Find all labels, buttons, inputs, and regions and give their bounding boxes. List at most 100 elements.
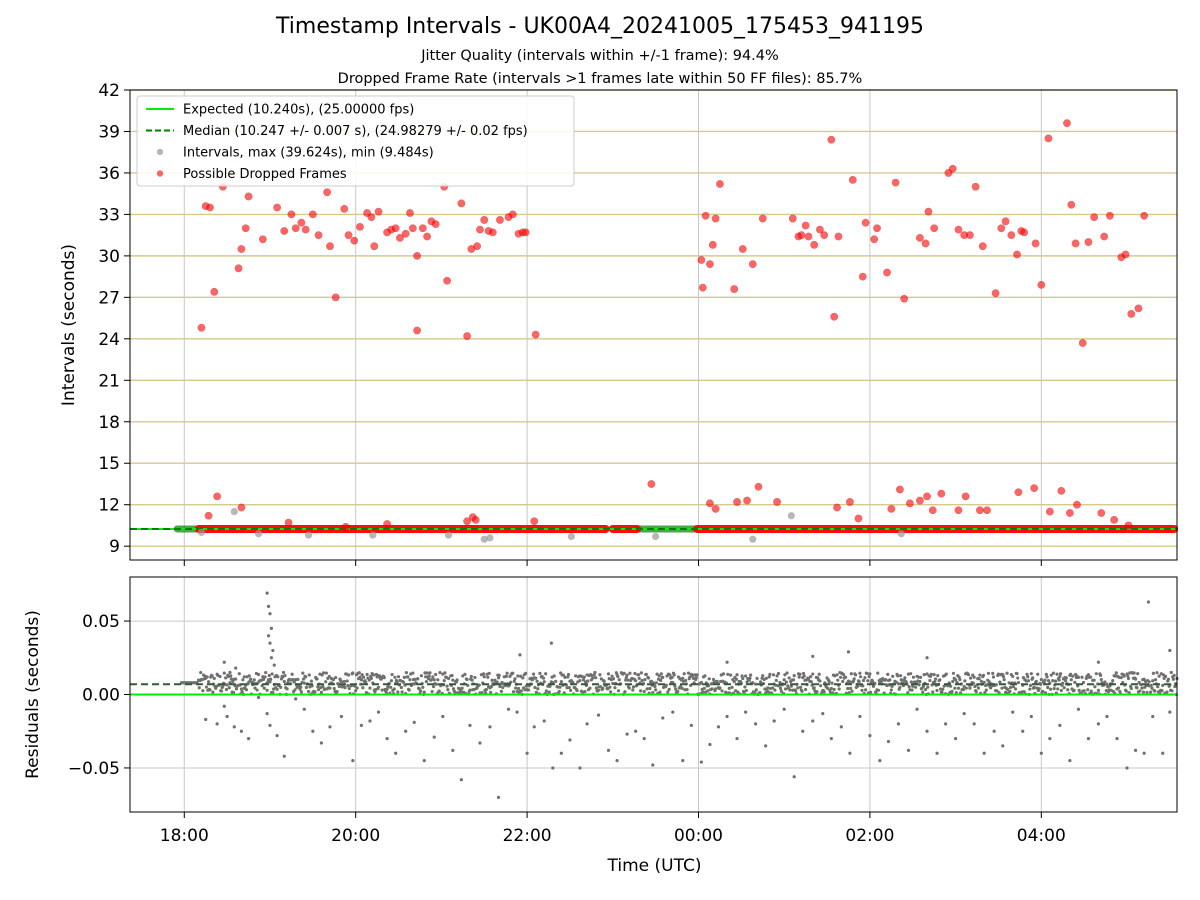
- residual-band-point: [1133, 677, 1138, 681]
- residual-outlier-40: [551, 766, 555, 770]
- residual-band-point: [841, 672, 846, 677]
- residual-outlier-105: [1161, 751, 1165, 755]
- interval-point-3: [304, 531, 313, 539]
- residual-band-point: [542, 680, 546, 684]
- residual-band-point: [1011, 674, 1015, 679]
- residual-outlier-57: [708, 742, 712, 747]
- residual-band-point: [644, 672, 648, 676]
- residual-band-point: [279, 685, 283, 689]
- residual-band-point: [868, 672, 872, 676]
- residual-band-point: [867, 675, 871, 679]
- residual-band-point: [1099, 677, 1103, 682]
- residual-band-point: [1003, 690, 1008, 694]
- residual-band-point: [271, 690, 275, 695]
- residual-band-point: [276, 675, 280, 679]
- residual-band-point: [839, 675, 843, 679]
- residual-outlier-112: [1146, 600, 1151, 604]
- residual-band-point: [513, 677, 517, 681]
- residual-band-point: [262, 686, 266, 690]
- dropped-frame-point-67: [530, 517, 539, 526]
- residual-band-point: [789, 684, 793, 688]
- residual-band-point: [954, 678, 958, 682]
- residual-band-point: [602, 679, 606, 683]
- residual-band-point: [773, 688, 777, 692]
- residual-band-point: [860, 688, 864, 692]
- residual-band-point: [949, 684, 953, 688]
- residual-band-point: [1153, 689, 1157, 693]
- residual-band-point: [351, 671, 355, 675]
- residual-band-point: [732, 680, 736, 684]
- residual-outlier-47: [615, 758, 619, 763]
- residual-band-point: [745, 680, 749, 684]
- residual-band-point: [552, 674, 556, 678]
- residual-band-point: [754, 682, 758, 686]
- residuals-reference-lines: [130, 683, 1177, 696]
- residual-band-point: [1056, 687, 1060, 691]
- residual-band-point: [1098, 673, 1103, 677]
- dropped-frame-point-102: [924, 207, 933, 216]
- residual-band-point: [822, 690, 826, 694]
- residual-outlier-22: [385, 736, 389, 741]
- residual-band-point: [799, 685, 803, 689]
- residual-band-point: [979, 679, 983, 683]
- residual-band-point: [951, 671, 956, 675]
- residual-outlier-94: [1058, 723, 1062, 727]
- residual-band-point: [1092, 678, 1096, 682]
- residual-outlier-23: [394, 751, 398, 755]
- residual-band-point: [453, 691, 457, 695]
- residual-band-point: [846, 686, 850, 691]
- residual-outlier-50: [642, 736, 646, 741]
- residual-band-point: [727, 686, 731, 690]
- residual-band-point: [606, 672, 611, 676]
- residual-band-point: [324, 671, 329, 675]
- y-tick-label-42: 42: [98, 81, 120, 101]
- dropped-frame-point-152: [975, 506, 984, 515]
- dropped-frame-point-133: [1127, 310, 1136, 318]
- residual-band-point: [640, 678, 644, 683]
- residual-outlier-33: [488, 725, 492, 729]
- residual-outlier-66: [792, 775, 796, 779]
- residual-band-point: [434, 672, 438, 677]
- residual-band-point: [364, 680, 368, 684]
- residual-band-point: [1170, 689, 1174, 693]
- residual-band-point: [199, 670, 203, 675]
- residual-outlier-37: [525, 751, 529, 755]
- residual-band-point: [328, 686, 332, 690]
- residual-band-point: [424, 679, 428, 684]
- dropped-frame-point-72: [701, 211, 710, 220]
- residual-band-point: [869, 690, 873, 694]
- res-y-tick-label-2: 0.05: [82, 612, 120, 632]
- x-tick-label-0200: 02:00: [845, 826, 894, 846]
- residual-band-point: [995, 689, 999, 693]
- residual-outlier-101: [1125, 766, 1129, 770]
- dropped-frame-point-59: [531, 330, 540, 339]
- residual-band-point: [1028, 683, 1033, 687]
- dropped-frame-point-144: [895, 485, 904, 494]
- residual-band-point: [374, 672, 378, 677]
- residual-band-point: [559, 680, 563, 684]
- residual-band-point: [509, 680, 513, 684]
- residual-band-point: [812, 686, 816, 690]
- residual-band-point: [818, 679, 822, 683]
- x-tick-label-2000: 20:00: [331, 826, 380, 846]
- residual-band-point: [974, 690, 978, 694]
- residual-outlier-45: [596, 713, 601, 717]
- residual-band-point: [1132, 671, 1136, 675]
- residual-band-point: [389, 685, 393, 689]
- residual-outlier-59: [725, 714, 729, 719]
- dropped-frame-point-18: [301, 225, 310, 234]
- residual-band-point: [379, 677, 383, 681]
- residual-outlier-21: [376, 710, 381, 714]
- residual-band-point: [625, 673, 629, 677]
- residual-band-point: [1096, 688, 1101, 692]
- residual-band-point: [225, 683, 229, 687]
- residual-band-point: [611, 681, 615, 686]
- dropped-frame-point-73: [706, 260, 714, 269]
- residual-band-point: [761, 674, 765, 678]
- residual-band-point: [365, 672, 369, 677]
- residual-band-point: [849, 672, 853, 676]
- residual-band-point: [275, 687, 279, 691]
- residual-band-point: [1129, 686, 1133, 691]
- residual-band-point: [830, 681, 834, 685]
- residual-band-point: [1006, 687, 1010, 691]
